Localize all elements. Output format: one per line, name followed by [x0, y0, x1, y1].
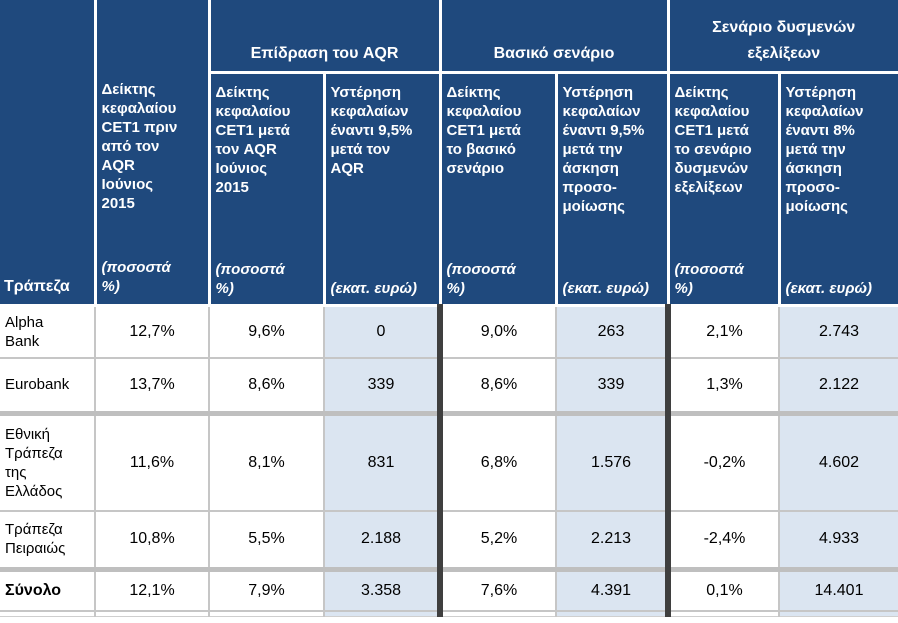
data-cell: 2,1% [665, 305, 779, 358]
data-cell: 12,1% [94, 566, 209, 611]
data-cell: 2.122 [778, 357, 898, 413]
header-shortfall-adverse: Υστέρηση κεφαλαίων έναντι 8% μετά την άσ… [777, 72, 898, 307]
header-shortfall-aqr: Υστέρηση κεφαλαίων έναντι 9,5% μετά τον … [322, 72, 440, 307]
bank-name-cell: Eurobank [0, 357, 95, 413]
column-title: Δείκτης κεφαλαίου CET1 πριν από τον AQR … [101, 81, 178, 212]
bank-name-cell: Σύνολο [0, 566, 95, 611]
table-header: Τράπεζα Δείκτης κεφαλαίου CET1 πριν από … [0, 0, 898, 307]
edge-cell [437, 610, 556, 617]
edge-cell [208, 610, 324, 617]
unit-label: (ποσοστά %) [446, 260, 516, 297]
data-cell: 8,6% [437, 357, 556, 413]
data-cell: 2.213 [555, 510, 668, 569]
data-cell: 8,1% [208, 410, 324, 511]
data-cell: 14.401 [778, 566, 898, 611]
group-header-row: Τράπεζα Δείκτης κεφαλαίου CET1 πριν από … [0, 0, 898, 307]
bank-name-cell: Εθνική Τράπεζα της Ελλάδος [0, 410, 95, 511]
data-cell: 4.391 [555, 566, 668, 611]
group-header-baseline-scenario: Βασικό σενάριο [438, 0, 668, 74]
data-cell: 10,8% [94, 510, 209, 569]
unit-label: (ποσοστά %) [215, 260, 285, 297]
header-shortfall-baseline: Υστέρηση κεφαλαίων έναντι 9,5% μετά την … [554, 72, 668, 307]
row-total: Σύνολο 12,1% 7,9% 3.358 7,6% 4.391 0,1% … [0, 566, 898, 611]
data-cell: 9,0% [437, 305, 556, 358]
data-cell: -0,2% [665, 410, 779, 511]
column-title: Δείκτης κεφαλαίου CET1 μετά τον AQR Ιούν… [215, 83, 291, 196]
data-cell: -2,4% [665, 510, 779, 569]
row-alpha-bank: Alpha Bank 12,7% 9,6% 0 9,0% 263 2,1% 2.… [0, 305, 898, 358]
data-cell: 6,8% [437, 410, 556, 511]
bank-column-label: Τράπεζα [4, 278, 70, 295]
data-cell: 8,6% [208, 357, 324, 413]
data-cell: 339 [555, 357, 668, 413]
data-cell: 2.188 [323, 510, 440, 569]
header-cet1-baseline: Δείκτης κεφαλαίου CET1 μετά το βασικό σε… [438, 72, 556, 307]
unit-label: (εκατ. ευρώ) [785, 279, 873, 297]
data-cell: 2.743 [778, 305, 898, 358]
column-title: Δείκτης κεφαλαίου CET1 μετά το σενάριο δ… [674, 83, 752, 196]
header-cet1-adverse: Δείκτης κεφαλαίου CET1 μετά το σενάριο δ… [666, 72, 779, 307]
row-national-bank-of-greece: Εθνική Τράπεζα της Ελλάδος 11,6% 8,1% 83… [0, 410, 898, 511]
unit-label: (ποσοστά %) [101, 259, 171, 295]
edge-cell [665, 610, 779, 617]
header-cet1-pre-aqr: Δείκτης κεφαλαίου CET1 πριν από τον AQR … [93, 0, 209, 307]
data-cell: 13,7% [94, 357, 209, 413]
row-piraeus-bank: Τράπεζα Πειραιώς 10,8% 5,5% 2.188 5,2% 2… [0, 510, 898, 569]
column-title: Υστέρηση κεφαλαίων έναντι 9,5% μετά την … [562, 83, 645, 215]
data-cell: 7,6% [437, 566, 556, 611]
unit-label: (εκατ. ευρώ) [330, 279, 418, 297]
data-cell: 3.358 [323, 566, 440, 611]
data-cell: 9,6% [208, 305, 324, 358]
data-cell: 0 [323, 305, 440, 358]
column-header-row: Δείκτης κεφαλαίου CET1 μετά τον AQR Ιούν… [0, 72, 898, 307]
data-cell: 5,5% [208, 510, 324, 569]
data-cell: 0,1% [665, 566, 779, 611]
bank-name-cell: Τράπεζα Πειραιώς [0, 510, 95, 569]
edge-cell [778, 610, 898, 617]
unit-label: (εκατ. ευρώ) [562, 279, 650, 297]
bank-name-cell: Alpha Bank [0, 305, 95, 358]
data-cell: 4.933 [778, 510, 898, 569]
data-cell: 12,7% [94, 305, 209, 358]
data-cell: 7,9% [208, 566, 324, 611]
data-cell: 831 [323, 410, 440, 511]
data-cell: 1.576 [555, 410, 668, 511]
row-eurobank: Eurobank 13,7% 8,6% 339 8,6% 339 1,3% 2.… [0, 357, 898, 413]
edge-cell [555, 610, 668, 617]
data-cell: 339 [323, 357, 440, 413]
column-title: Υστέρηση κεφαλαίων έναντι 8% μετά την άσ… [785, 83, 864, 215]
group-header-adverse-scenario: Σενάριο δυσμενών εξελίξεων [666, 0, 898, 74]
header-bank-column: Τράπεζα [0, 0, 95, 307]
unit-label: (ποσοστά %) [674, 260, 744, 297]
header-cet1-post-aqr: Δείκτης κεφαλαίου CET1 μετά τον AQR Ιούν… [207, 72, 324, 307]
edge-cell [94, 610, 209, 617]
edge-cell [323, 610, 440, 617]
data-cell: 4.602 [778, 410, 898, 511]
table-bottom-edge [0, 610, 898, 617]
data-cell: 263 [555, 305, 668, 358]
column-title: Υστέρηση κεφαλαίων έναντι 9,5% μετά τον … [330, 83, 413, 177]
data-cell: 11,6% [94, 410, 209, 511]
group-header-aqr-impact: Επίδραση του AQR [207, 0, 440, 74]
edge-cell [0, 610, 95, 617]
data-cell: 5,2% [437, 510, 556, 569]
data-cell: 1,3% [665, 357, 779, 413]
column-title: Δείκτης κεφαλαίου CET1 μετά το βασικό σε… [446, 83, 522, 177]
table-body: Alpha Bank 12,7% 9,6% 0 9,0% 263 2,1% 2.… [0, 305, 898, 617]
